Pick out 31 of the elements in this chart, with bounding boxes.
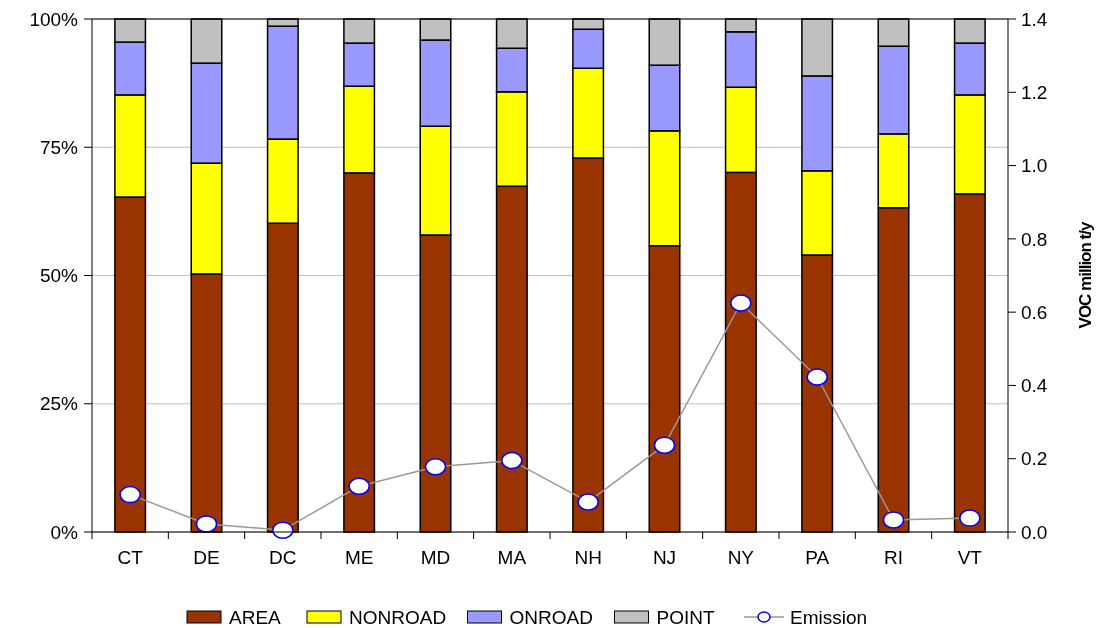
- y-tick-label: 25%: [39, 393, 79, 415]
- y2-tick-label: 1.2: [1021, 81, 1048, 103]
- y-tick-label: 50%: [39, 265, 79, 287]
- x-tick-label: DE: [193, 547, 220, 568]
- x-tick-label: VT: [957, 547, 983, 568]
- x-tick-label: MA: [497, 547, 527, 568]
- x-tick-label: MD: [420, 547, 451, 568]
- x-tick-label: RI: [884, 547, 903, 568]
- y2-tick-label: 0.8: [1021, 228, 1048, 250]
- y-tick-label: 100%: [29, 8, 79, 30]
- x-tick-label: NH: [574, 547, 602, 568]
- y2-tick-label: 0.4: [1021, 375, 1048, 397]
- legend-label: AREA: [229, 606, 282, 628]
- y-tick-label: 0%: [50, 521, 79, 543]
- x-tick-label: PA: [805, 547, 830, 568]
- x-tick-label: NJ: [652, 547, 677, 568]
- legend-label: ONROAD: [509, 606, 593, 628]
- y2-axis-title: VOC million t/y: [1076, 221, 1095, 329]
- y2-tick-label: 0.0: [1021, 521, 1048, 543]
- x-tick-label: NY: [727, 547, 755, 568]
- legend-label: POINT: [656, 606, 715, 628]
- legend-label: Emission: [790, 606, 868, 628]
- y2-tick-label: 1.4: [1021, 8, 1048, 30]
- y2-tick-label: 0.6: [1021, 301, 1048, 323]
- y-tick-label: 75%: [39, 136, 79, 158]
- legend-label: NONROAD: [349, 606, 447, 628]
- x-tick-label: ME: [344, 547, 374, 568]
- y2-tick-label: 1.0: [1021, 155, 1048, 177]
- x-tick-label: DC: [269, 547, 297, 568]
- y2-tick-label: 0.2: [1021, 448, 1048, 470]
- x-tick-label: CT: [117, 547, 144, 568]
